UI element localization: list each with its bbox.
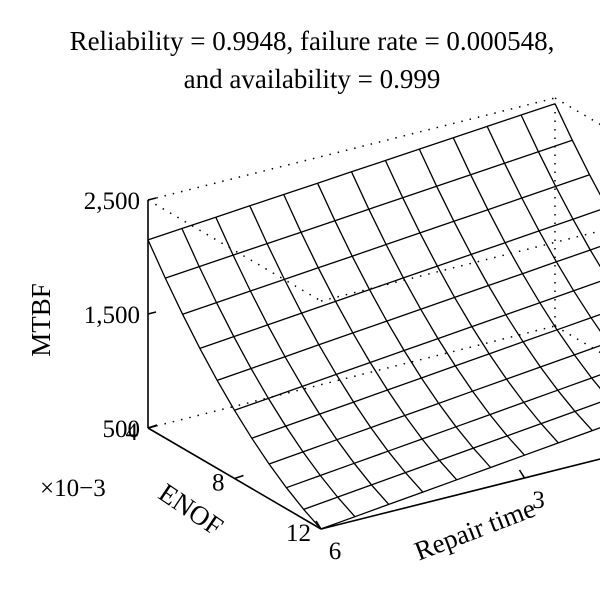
z-tick-label-2: 2,500 xyxy=(84,188,140,215)
mesh-line-enof-10 xyxy=(320,427,600,530)
box-edge-4 xyxy=(554,325,600,354)
mesh-line-enof-8 xyxy=(286,374,600,489)
mesh-line-repair-3 xyxy=(452,137,600,390)
chart-title-line-2: and availability = 0.999 xyxy=(184,64,441,94)
mesh-line-repair-5 xyxy=(384,160,559,444)
mesh-line-repair-0 xyxy=(554,103,600,196)
y-tick-label-1: 8 xyxy=(212,470,225,497)
chart-title: Reliability = 0.9948, failure rate = 0.0… xyxy=(70,26,555,94)
box-edge-5 xyxy=(147,325,556,429)
z-tick-label-0: 500 xyxy=(103,416,141,443)
surface-mesh xyxy=(147,103,600,530)
x-axis-label: Repair time xyxy=(410,493,539,566)
mesh-line-repair-1 xyxy=(520,114,600,268)
x-tick-label-1: 3 xyxy=(532,487,545,514)
y-tick-label-0: 4 xyxy=(126,419,139,446)
box-edge-7 xyxy=(320,230,600,302)
chart-title-line-1: Reliability = 0.9948, failure rate = 0.0… xyxy=(70,26,555,56)
box-edge-6 xyxy=(147,199,322,302)
mesh-line-repair-9 xyxy=(249,205,424,493)
y-tick-0 xyxy=(147,424,158,429)
mesh-line-repair-7 xyxy=(317,182,492,468)
mesh-line-repair-2 xyxy=(486,126,600,332)
mesh-line-repair-6 xyxy=(350,171,525,456)
y-tick-1 xyxy=(234,474,244,480)
mesh-line-repair-11 xyxy=(181,228,356,518)
y-axis-exponent: ×10−3 xyxy=(40,475,106,502)
z-tick-label-1: 1,500 xyxy=(84,302,140,329)
mesh-line-repair-10 xyxy=(215,216,390,505)
z-tick-2 xyxy=(147,197,157,201)
mesh-line-repair-4 xyxy=(418,148,593,432)
x-tick-1 xyxy=(518,469,526,479)
x-tick-2 xyxy=(315,520,322,530)
axis-box xyxy=(147,97,600,429)
mesh-line-enof-0 xyxy=(147,103,556,241)
x-tick-label-2: 6 xyxy=(329,538,342,565)
z-tick-1 xyxy=(147,311,157,315)
z-axis-label: MTBF xyxy=(26,283,56,357)
mesh-line-repair-8 xyxy=(283,194,458,481)
box-edge-0 xyxy=(147,97,556,201)
mesh-line-repair-12 xyxy=(147,239,322,530)
y-tick-label-2: 12 xyxy=(286,520,311,547)
